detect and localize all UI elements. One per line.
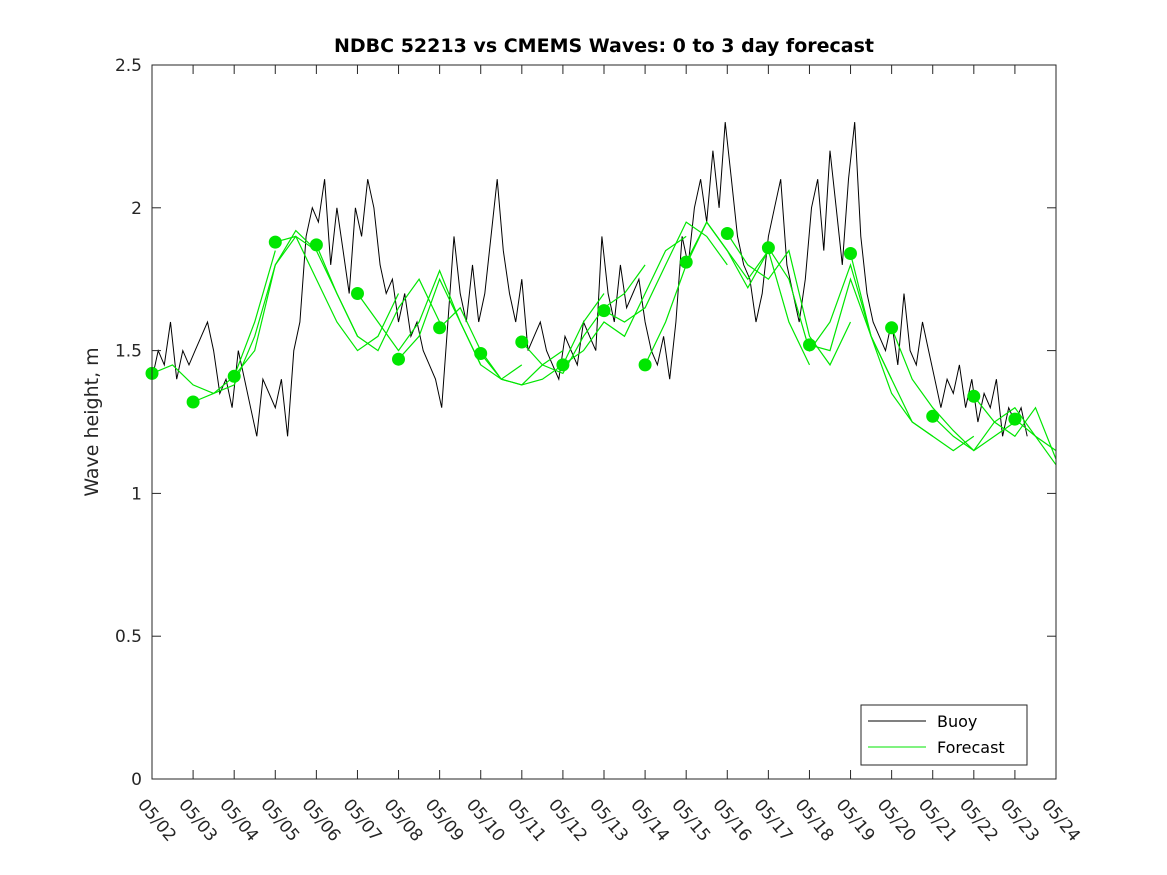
- forecast-line-13: [685, 220, 811, 366]
- legend: Buoy Forecast: [860, 704, 1028, 766]
- forecast-line-18: [891, 327, 1016, 452]
- forecast-line-21: [1014, 418, 1057, 466]
- forecast-marker-21: [1008, 412, 1022, 426]
- legend-label-forecast: Forecast: [937, 738, 1005, 757]
- y-tick-label-4: 2: [131, 199, 142, 219]
- forecast-line-17: [849, 253, 975, 452]
- forecast-line-3: [275, 235, 400, 352]
- forecast-marker-15: [761, 241, 775, 255]
- forecast-marker-11: [597, 304, 611, 318]
- forecast-marker-19: [926, 409, 940, 423]
- forecast-marker-3: [268, 235, 282, 249]
- forecast-marker-6: [392, 352, 405, 366]
- forecast-line-14: [726, 233, 852, 367]
- forecast-marker-13: [679, 255, 693, 269]
- forecast-line-9: [521, 264, 646, 375]
- forecast-marker-18: [885, 321, 899, 335]
- y-tick-label-5: 2.5: [115, 56, 142, 76]
- buoy-line: [151, 122, 1028, 437]
- forecast-marker-4: [309, 238, 323, 252]
- forecast-marker-12: [638, 358, 652, 372]
- forecast-marker-8: [474, 347, 488, 360]
- forecast-marker-14: [720, 227, 734, 240]
- forecast-marker-5: [351, 287, 364, 300]
- forecast-marker-9: [515, 335, 529, 349]
- y-tick-label-2: 1: [131, 484, 142, 504]
- forecast-marker-2: [227, 369, 241, 383]
- forecast-line-8: [480, 293, 605, 386]
- y-axis: 0 0.5 1 1.5 2 2.5: [115, 56, 1056, 790]
- forecast-marker-7: [433, 321, 447, 335]
- chart-title: NDBC 52213 vs CMEMS Waves: 0 to 3 day fo…: [334, 35, 874, 57]
- y-tick-label-1: 0.5: [115, 627, 142, 647]
- y-tick-label-0: 0: [131, 770, 142, 790]
- forecast-marker-1: [186, 395, 200, 409]
- plot-area: [145, 122, 1057, 466]
- y-tick-label-3: 1.5: [115, 342, 142, 362]
- forecast-line-10: [562, 235, 687, 366]
- forecast-marker-10: [556, 358, 570, 372]
- forecast-line-4: [315, 244, 441, 352]
- forecast-marker-16: [803, 338, 816, 352]
- y-axis-label: Wave height, m: [81, 347, 103, 496]
- forecast-marker-17: [844, 247, 857, 260]
- forecast-line-20: [973, 395, 1057, 460]
- legend-label-buoy: Buoy: [937, 712, 977, 731]
- forecast-marker-20: [967, 389, 981, 403]
- legend-box: [860, 704, 1028, 766]
- forecast-line-11: [603, 221, 728, 323]
